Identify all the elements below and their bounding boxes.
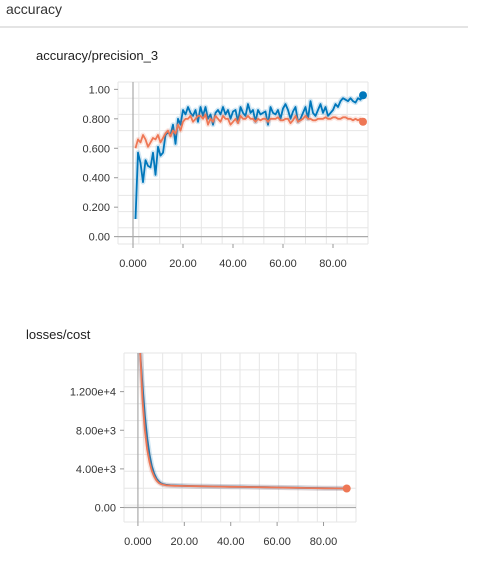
y-tick-label: 0.600 [82, 143, 110, 155]
section-title: accuracy [6, 1, 63, 17]
x-tick-label: 0.000 [119, 258, 147, 270]
y-tick-label: 8.00e+3 [76, 425, 116, 437]
series-end-marker-0 [359, 91, 367, 100]
x-tick-label: 40.00 [217, 536, 245, 548]
chart-title-cost: losses/cost [26, 327, 91, 342]
chart-title-precision: accuracy/precision_3 [36, 48, 159, 63]
y-tick-label: 1.200e+4 [70, 387, 116, 399]
x-tick-label: 20.00 [169, 258, 197, 270]
y-tick-label: 0.00 [95, 503, 116, 515]
y-tick-label: 0.00 [89, 232, 110, 244]
x-tick-label: 0.000 [124, 536, 152, 548]
y-tick-label: 0.400 [82, 173, 110, 185]
x-tick-label: 60.00 [263, 536, 291, 548]
x-tick-label: 20.00 [171, 536, 199, 548]
grid [123, 352, 357, 523]
x-tick-label: 80.00 [310, 536, 338, 548]
y-tick-label: 1.00 [89, 84, 110, 96]
x-tick-label: 80.00 [319, 258, 347, 270]
section-header[interactable]: accuracy [0, 0, 468, 28]
y-tick-label: 0.800 [82, 114, 110, 126]
series-end-marker-1 [342, 484, 351, 493]
series-line-0 [134, 94, 364, 220]
series-line-1 [139, 352, 347, 490]
grid [117, 81, 369, 245]
series-end-marker-1 [359, 117, 367, 126]
x-tick-label: 40.00 [219, 258, 247, 270]
y-tick-label: 4.00e+3 [76, 464, 116, 476]
series-line-1 [134, 113, 364, 149]
y-tick-label: 0.200 [82, 202, 110, 214]
x-tick-label: 60.00 [269, 258, 297, 270]
